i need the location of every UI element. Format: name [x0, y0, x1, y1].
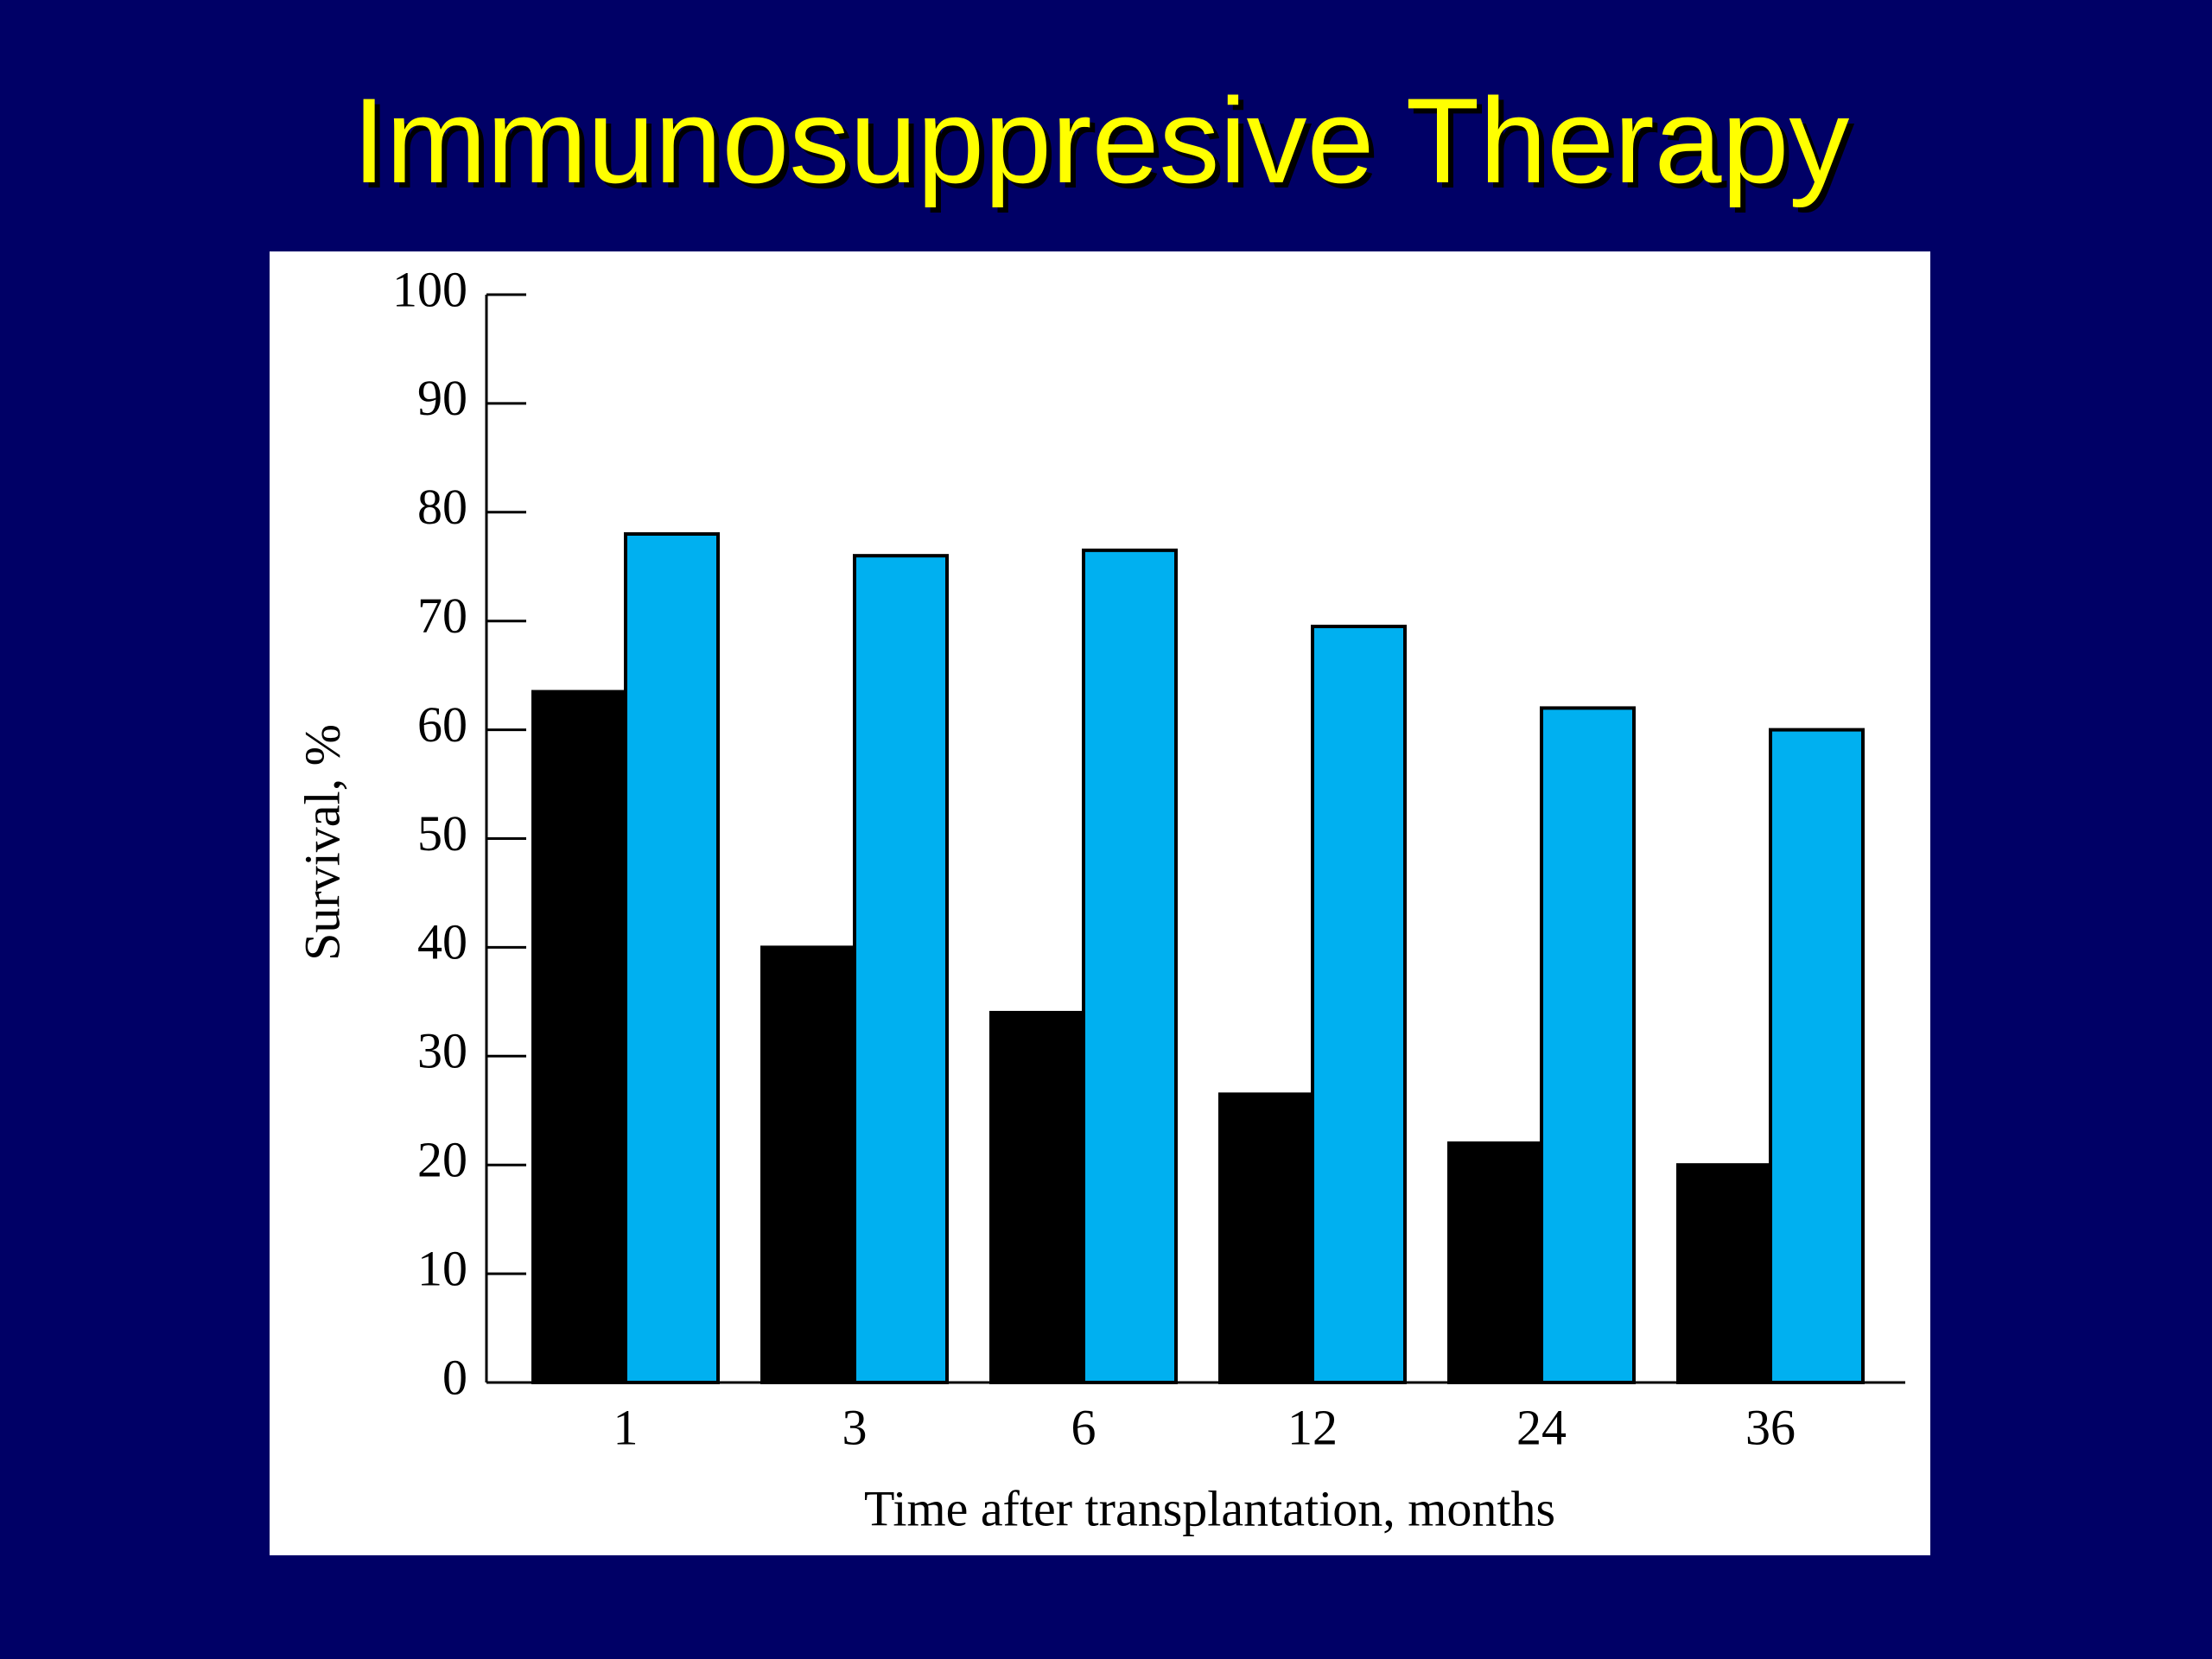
y-tick-label: 30 — [417, 1023, 467, 1079]
y-tick-label: 10 — [417, 1240, 467, 1296]
y-tick-label: 50 — [417, 805, 467, 861]
y-tick-label: 0 — [442, 1349, 467, 1405]
y-tick-label: 90 — [417, 370, 467, 426]
y-axis-title: Survival, % — [294, 724, 350, 961]
bar — [1676, 1163, 1772, 1384]
y-tick-label: 100 — [392, 261, 467, 317]
bar — [1082, 548, 1178, 1384]
x-tick-label: 6 — [1071, 1399, 1096, 1455]
bar — [1218, 1092, 1314, 1384]
bar — [1540, 706, 1636, 1384]
x-axis-title: Time after transplantation, months — [864, 1480, 1555, 1536]
y-tick-label: 70 — [417, 588, 467, 644]
chart-title: Immunosuppresive Therapy — [353, 73, 1850, 208]
x-tick-label: 1 — [613, 1399, 639, 1455]
y-tick-label: 80 — [417, 479, 467, 535]
bar — [1447, 1141, 1543, 1385]
y-tick-label: 20 — [417, 1132, 467, 1188]
bar — [1311, 624, 1407, 1384]
x-tick-label: 24 — [1516, 1399, 1567, 1455]
x-tick-label: 3 — [842, 1399, 868, 1455]
chart-title-shadow: Immunosuppresive Therapy — [358, 78, 1855, 213]
y-tick-label: 40 — [417, 914, 467, 970]
x-tick-label: 12 — [1287, 1399, 1338, 1455]
bar — [989, 1010, 1085, 1384]
y-tick-label: 60 — [417, 696, 467, 753]
bar — [1769, 728, 1865, 1384]
bar — [624, 531, 720, 1384]
x-tick-label: 36 — [1745, 1399, 1796, 1455]
bar — [853, 554, 949, 1384]
bar — [531, 690, 627, 1384]
bar — [760, 945, 856, 1385]
